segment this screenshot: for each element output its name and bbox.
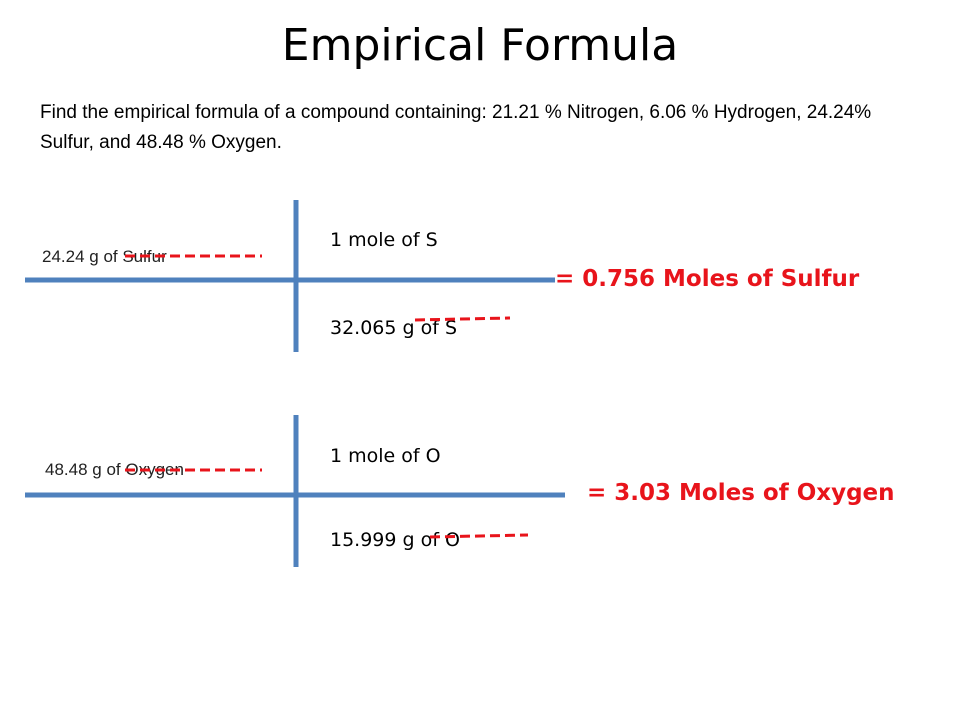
result: = 3.03 Moles of Oxygen (587, 480, 895, 506)
result: = 0.756 Moles of Sulfur (555, 266, 860, 292)
given: 48.48 g of Oxygen (45, 460, 184, 479)
cancel-mark (429, 533, 529, 539)
denominator: 32.065 g of S (330, 317, 458, 339)
given: 24.24 g of Sulfur (42, 247, 167, 266)
problem-text: Find the empirical formula of a compound… (40, 102, 872, 153)
title: Empirical Formula (281, 20, 679, 71)
numerator: 1 mole of O (330, 445, 441, 467)
cancel-mark (414, 316, 511, 322)
denominator: 15.999 g of O (330, 529, 460, 551)
numerator: 1 mole of S (330, 229, 438, 251)
